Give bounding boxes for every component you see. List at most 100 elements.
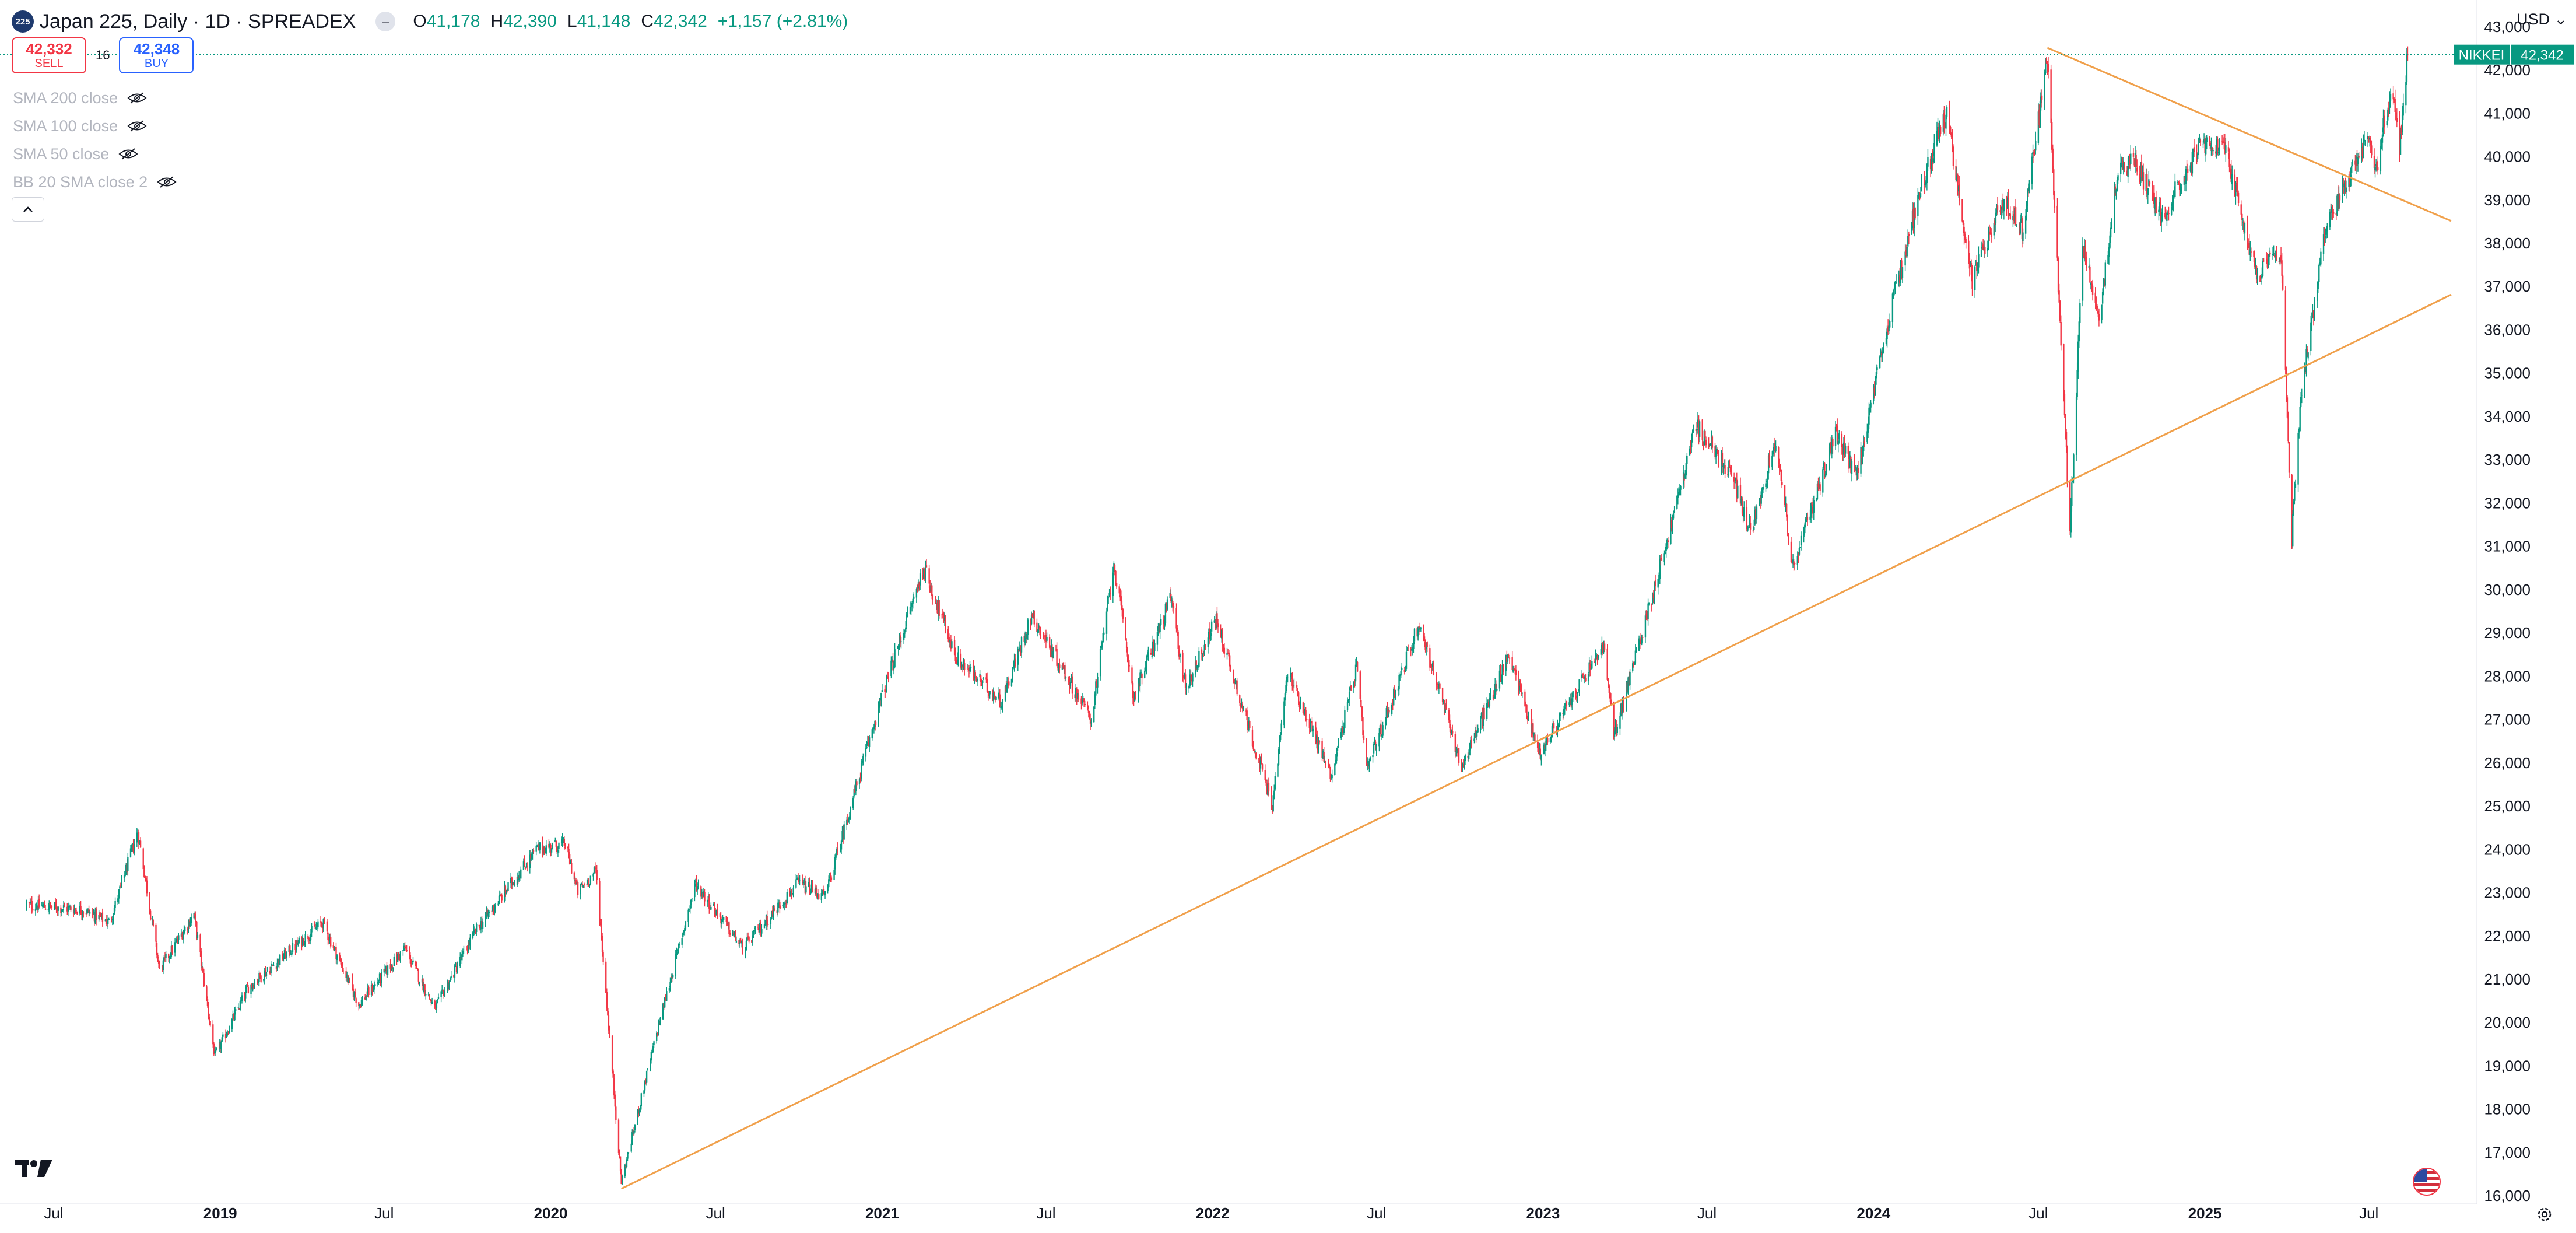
candle-body: [1082, 698, 1084, 699]
candle-body: [1608, 681, 1609, 686]
candle-body: [499, 895, 501, 896]
candle-body: [2140, 162, 2143, 177]
tradingview-logo-icon[interactable]: [15, 1158, 54, 1182]
candle-body: [32, 909, 34, 911]
candle-body: [1988, 231, 1991, 235]
candle-body: [2350, 166, 2353, 173]
candle-body: [481, 921, 483, 928]
buy-button[interactable]: 42,348 BUY: [119, 37, 194, 73]
candle-body: [424, 984, 426, 994]
candle-body: [82, 913, 83, 916]
candle-body: [87, 909, 89, 911]
candle-body: [1822, 469, 1824, 493]
candle-body: [1526, 717, 1529, 721]
eye-hidden-icon[interactable]: [118, 148, 138, 160]
candle-body: [1831, 438, 1833, 454]
candle-body: [1071, 676, 1073, 694]
candle-body: [1703, 430, 1705, 446]
candle-body: [739, 943, 741, 944]
candle-body: [2050, 69, 2052, 123]
candle-body: [244, 996, 245, 999]
candle-body: [494, 905, 497, 909]
indicator-sma-50[interactable]: SMA 50 close: [13, 140, 177, 168]
candle-body: [957, 652, 959, 664]
candle-body: [631, 1132, 633, 1144]
candle-body: [2329, 212, 2331, 227]
candle-body: [784, 903, 786, 905]
sell-button[interactable]: 42,332 SELL: [12, 37, 86, 73]
symbol-label: NIKKEI: [2459, 48, 2505, 64]
candle-body: [1609, 692, 1611, 699]
candle-body: [1582, 673, 1584, 675]
currency-selector[interactable]: USD ⌄: [2517, 10, 2567, 29]
candle-body: [1812, 506, 1814, 514]
candle-body: [1024, 636, 1026, 643]
candle-body: [157, 955, 159, 959]
candle-body: [124, 875, 126, 876]
candle-body: [1412, 647, 1414, 651]
candle-body: [1018, 650, 1020, 651]
candle-body: [798, 878, 800, 882]
candle-body: [1040, 631, 1041, 633]
indicator-sma-100[interactable]: SMA 100 close: [13, 112, 177, 140]
candle-body: [360, 1000, 363, 1006]
candle-body: [1805, 519, 1807, 525]
candle-body: [1950, 127, 1952, 135]
candle-body: [1581, 674, 1583, 679]
candle-body: [1765, 483, 1767, 488]
eye-hidden-icon[interactable]: [127, 92, 147, 104]
y-tick-label: 21,000: [2484, 971, 2531, 988]
candle-body: [2335, 213, 2337, 215]
candle-body: [131, 843, 134, 849]
candle-body: [1724, 465, 1726, 474]
indicator-sma-200[interactable]: SMA 200 close: [13, 84, 177, 112]
candle-body: [1667, 540, 1669, 542]
series-title[interactable]: Japan 225, Daily · 1D · SPREADEX: [40, 10, 356, 33]
candle-body: [178, 935, 180, 941]
candle-body: [567, 847, 569, 849]
candle-body: [760, 922, 761, 933]
candle-body: [1359, 671, 1361, 699]
candle-body: [1366, 741, 1367, 766]
candle-body: [1545, 744, 1547, 751]
candle-body: [803, 881, 805, 883]
candle-body: [2248, 243, 2250, 255]
candle-body: [949, 640, 951, 643]
candle-body: [241, 995, 243, 1001]
candle-body: [2084, 247, 2086, 259]
candle-body: [1441, 688, 1444, 703]
candle-body: [727, 922, 729, 924]
candle-body: [1936, 131, 1938, 146]
candle-body: [321, 923, 322, 924]
candle-body: [754, 927, 756, 929]
candle-body: [1330, 777, 1332, 779]
us-flag-icon[interactable]: [2413, 1168, 2441, 1196]
candle-body: [694, 883, 696, 898]
candle-body: [1665, 543, 1667, 551]
candle-body: [2317, 281, 2319, 289]
candle-body: [194, 913, 196, 916]
candle-body: [2035, 141, 2037, 151]
indicator-bb-20[interactable]: BB 20 SMA close 2: [13, 168, 177, 196]
candle-body: [519, 874, 521, 878]
candle-body: [1387, 709, 1389, 717]
candle-body: [1851, 461, 1853, 474]
candle-body: [1312, 728, 1314, 731]
settings-icon[interactable]: [2535, 1205, 2554, 1227]
candle-body: [1578, 679, 1580, 691]
candle-body: [1336, 752, 1338, 761]
candle-body: [548, 843, 550, 848]
candle-body: [2168, 213, 2170, 215]
candle-body: [1889, 321, 1891, 328]
market-status-icon[interactable]: –: [375, 12, 396, 31]
candle-body: [1794, 563, 1796, 565]
candle-body: [75, 910, 78, 912]
candle-body: [630, 1143, 632, 1152]
collapse-legend-button[interactable]: [12, 197, 44, 222]
candle-body: [917, 587, 918, 589]
candle-body: [2129, 154, 2131, 166]
eye-hidden-icon[interactable]: [127, 120, 147, 132]
eye-hidden-icon[interactable]: [157, 176, 177, 188]
candle-body: [2324, 233, 2325, 241]
